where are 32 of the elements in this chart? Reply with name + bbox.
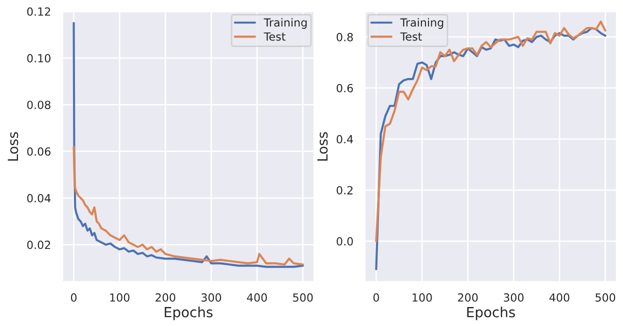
y-tick-label: 0.06 xyxy=(27,147,50,156)
y-tick-label: 0.8 xyxy=(336,32,353,42)
legend-label: Training xyxy=(264,18,307,29)
x-tick-label: 300 xyxy=(504,293,524,302)
legend-label: Test xyxy=(400,32,422,41)
y-tick-label: 0.02 xyxy=(27,240,50,250)
x-tick-label: 300 xyxy=(201,293,222,302)
y-tick-label: 0.08 xyxy=(27,100,50,110)
x-tick-label: 400 xyxy=(549,293,570,302)
x-tick-label: 500 xyxy=(596,293,616,302)
x-axis-title: Epochs xyxy=(467,306,515,320)
legend-label: Test xyxy=(264,32,286,41)
y-axis-title: Loss xyxy=(317,132,328,161)
legend-label: Training xyxy=(400,18,444,29)
x-tick-label: 100 xyxy=(110,293,130,302)
x-tick-label: 200 xyxy=(458,293,478,302)
y-axis-title: Loss xyxy=(8,132,18,161)
x-axis-title: Epochs xyxy=(164,306,213,320)
line-series xyxy=(72,146,304,266)
y-tick-label: 0.10 xyxy=(27,54,50,62)
x-tick-label: 200 xyxy=(156,293,176,302)
y-tick-label: 0.12 xyxy=(27,7,50,16)
x-tick-label: 400 xyxy=(246,293,267,302)
x-tick-label: 500 xyxy=(293,293,313,302)
x-tick-label: 100 xyxy=(412,293,432,302)
y-tick-label: 0.2 xyxy=(336,186,353,194)
y-tick-label: 0.04 xyxy=(27,194,51,202)
x-tick-label: 0 xyxy=(373,293,379,302)
y-tick-label: 0.4 xyxy=(336,135,354,144)
y-tick-label: 0.6 xyxy=(336,84,353,92)
x-tick-label: 0 xyxy=(70,293,77,302)
y-tick-label: 0.0 xyxy=(336,237,353,246)
